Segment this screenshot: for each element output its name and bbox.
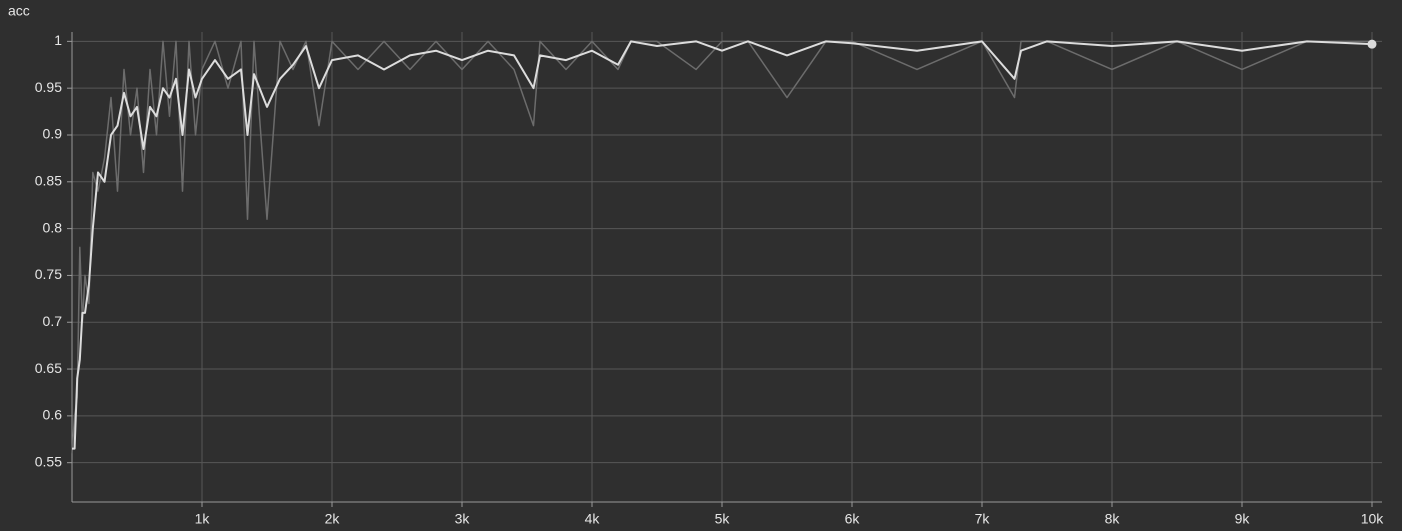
end-point [1367,39,1377,49]
y-tick-label: 0.55 [35,453,62,469]
x-tick-label: 1k [195,511,211,527]
x-tick-label: 9k [1235,511,1251,527]
series-line [72,40,1373,450]
chart-title: acc [8,3,30,19]
y-tick-label: 0.85 [35,173,62,189]
x-tick-label: 2k [325,511,341,527]
x-tick-label: 10k [1361,511,1385,527]
x-tick-label: 4k [585,511,601,527]
y-tick-label: 0.7 [43,313,63,329]
y-tick-label: 0.6 [43,407,63,423]
y-tick-label: 0.75 [35,266,62,282]
x-tick-label: 6k [845,511,861,527]
y-tick-label: 0.8 [43,219,63,235]
y-tick-label: 0.9 [43,126,63,142]
x-tick-label: 8k [1105,511,1121,527]
y-tick-label: 1 [54,32,62,48]
x-tick-label: 5k [715,511,731,527]
y-tick-label: 0.65 [35,360,62,376]
x-tick-label: 7k [975,511,991,527]
x-tick-label: 3k [455,511,471,527]
y-tick-label: 0.95 [35,79,62,95]
